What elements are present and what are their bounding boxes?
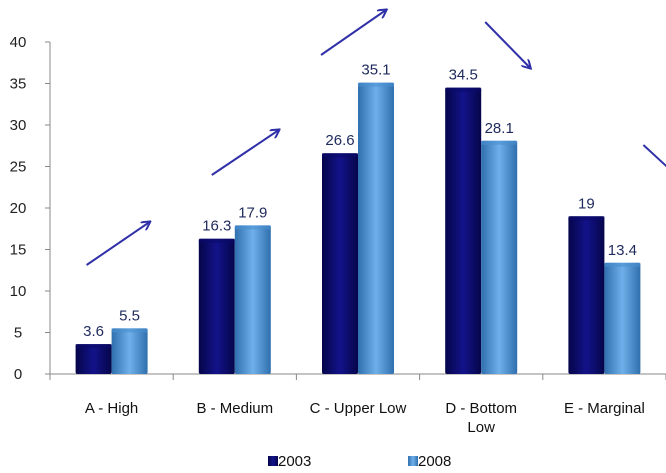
trend-arrow-up-1 bbox=[211, 130, 279, 176]
y-tick-label: 5 bbox=[14, 325, 22, 342]
y-tick-label: 35 bbox=[10, 76, 27, 93]
bar-2008-0 bbox=[111, 328, 148, 374]
y-tick-label: 20 bbox=[10, 200, 27, 217]
data-label: 35.1 bbox=[361, 62, 390, 79]
data-label: 34.5 bbox=[449, 67, 478, 84]
x-tick-label: D - Bottom bbox=[445, 400, 517, 417]
bar-top-highlight bbox=[198, 238, 235, 243]
legend-swatch-2003 bbox=[268, 456, 278, 466]
bar-top-highlight bbox=[445, 87, 482, 92]
bar-2008-2 bbox=[358, 82, 394, 375]
bar-2008-4 bbox=[604, 262, 641, 374]
trend-arrow-down-3 bbox=[484, 21, 530, 68]
trend-arrow-up-2 bbox=[320, 10, 386, 56]
data-label: 26.6 bbox=[325, 132, 354, 149]
y-tick-label: 10 bbox=[10, 283, 27, 300]
data-label: 3.6 bbox=[83, 323, 104, 340]
legend: 2003 2008 bbox=[268, 453, 451, 470]
data-label: 17.9 bbox=[238, 204, 267, 221]
bar-2003-3 bbox=[445, 87, 482, 375]
bar-2003-1 bbox=[198, 238, 235, 374]
legend-label: 2008 bbox=[418, 453, 451, 470]
bar-2003-2 bbox=[322, 153, 358, 374]
bar-2008-3 bbox=[481, 140, 518, 374]
bar-top-highlight bbox=[75, 344, 112, 349]
y-tick-label: 30 bbox=[10, 117, 27, 134]
x-tick-label: C - Upper Low bbox=[310, 400, 407, 417]
trend-arrow-up-0 bbox=[86, 222, 150, 266]
plot-area: 0 5 10 15 20 25 30 35 40 3.6 5.5 A - High 16.3 17.9 B … bbox=[10, 10, 666, 436]
bar-2003-0 bbox=[75, 344, 112, 374]
x-tick-label: B - Medium bbox=[196, 400, 273, 417]
bar-top-highlight bbox=[358, 82, 394, 87]
x-tick-label: A - High bbox=[85, 400, 138, 417]
bar-top-highlight bbox=[322, 153, 358, 158]
y-tick-label: 15 bbox=[10, 242, 27, 259]
data-label: 19 bbox=[578, 195, 595, 212]
data-label: 13.4 bbox=[608, 242, 637, 259]
data-label: 5.5 bbox=[119, 307, 140, 324]
bar-top-highlight bbox=[604, 262, 641, 267]
bar-2008-1 bbox=[234, 225, 271, 374]
y-tick-label: 0 bbox=[14, 366, 22, 383]
y-tick-label: 25 bbox=[10, 159, 27, 176]
bar-top-highlight bbox=[481, 140, 518, 145]
trend-arrow-down-4 bbox=[642, 144, 666, 168]
y-tick-label: 40 bbox=[10, 34, 27, 51]
bar-top-highlight bbox=[568, 216, 605, 221]
data-label: 16.3 bbox=[202, 218, 231, 235]
bar-2003-4 bbox=[568, 216, 605, 374]
legend-label: 2003 bbox=[278, 453, 311, 470]
bar-top-highlight bbox=[111, 328, 148, 333]
legend-swatch-2008 bbox=[408, 456, 418, 466]
data-label: 28.1 bbox=[485, 120, 514, 137]
x-tick-label: Low bbox=[467, 419, 495, 436]
x-tick-label: E - Marginal bbox=[564, 400, 645, 417]
bar-top-highlight bbox=[234, 225, 271, 230]
